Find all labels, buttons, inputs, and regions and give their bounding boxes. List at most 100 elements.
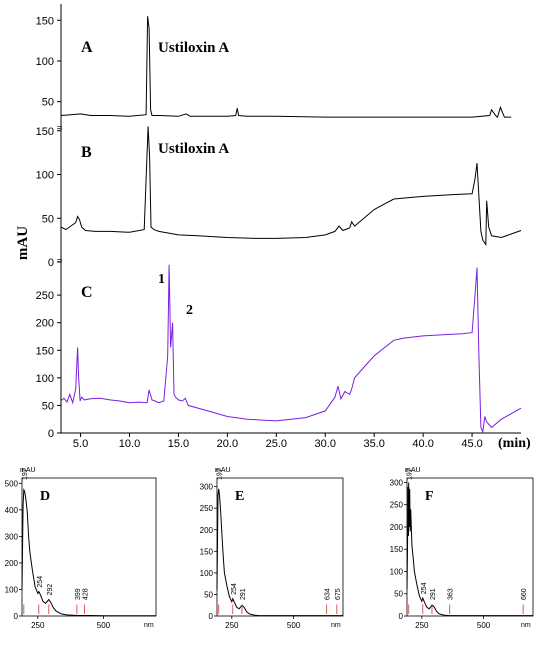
x-tick-label: 40.0 — [412, 438, 433, 450]
panel-c-trace — [60, 264, 522, 434]
panel-f-x-tick-label: 500 — [477, 621, 491, 630]
panel-f-y-tick-label: 200 — [390, 523, 404, 532]
panel-a-trace — [60, 16, 512, 118]
panel-c-y-ticks: 0 50 100 150 200 250 — [36, 290, 61, 440]
x-tick-label: 45.0 — [461, 438, 482, 450]
panel-f-peak-label: 660 — [521, 588, 528, 600]
panel-d-y-unit: mAU — [20, 467, 36, 474]
panel-d-x-unit: nm — [144, 622, 154, 629]
panel-d-peak-label: 254 — [37, 576, 44, 588]
panel-e-x-unit: nm — [331, 622, 341, 629]
panel-a-y-tick-label: 50 — [42, 97, 54, 109]
panel-f-y-tick-label: 250 — [390, 501, 404, 510]
panel-d-label: D — [40, 489, 50, 504]
panel-a: 50 100 150 A Ustiloxin A — [36, 15, 512, 118]
peak-label-2: 2 — [186, 303, 193, 318]
chromatogram-x-ticks: 5.0 10.0 15.0 20.0 25.0 30.0 35.0 40.0 45.0 — [73, 433, 483, 450]
panel-a-y-ticks: 50 100 150 — [36, 15, 61, 109]
panel-d-y-tick-label: 400 — [5, 506, 19, 515]
panel-f-peak-label: 291 — [430, 588, 437, 600]
spectrum-panel-e: mAU nm 0 50 100 150 200 250 300 250 500 197 254 291 63… — [200, 467, 344, 630]
panel-d-peak-label: 428 — [83, 588, 90, 600]
panel-e-peak-label: 197 — [217, 468, 224, 480]
panel-e-peak-label: 634 — [325, 588, 332, 600]
panel-f-y-tick-label: 50 — [394, 590, 403, 599]
panel-e-y-tick-label: 200 — [200, 526, 214, 535]
panel-e-peak-label: 291 — [240, 588, 247, 600]
panel-d-peak-label: 292 — [47, 584, 54, 596]
panel-a-annotation: Ustiloxin A — [158, 40, 229, 56]
panel-c-y-tick-label: 50 — [42, 400, 54, 412]
panel-e-y-unit: mAU — [215, 467, 231, 474]
panel-c-y-tick-label: 100 — [36, 373, 54, 385]
peak-label-1: 1 — [158, 272, 165, 287]
panel-a-y-tick-label: 150 — [36, 15, 54, 27]
x-tick-label: 5.0 — [73, 438, 88, 450]
panel-b-y-tick-label: 100 — [36, 170, 54, 182]
panel-e-x-tick-label: 250 — [225, 621, 239, 630]
x-tick-label: 25.0 — [266, 438, 287, 450]
panel-d-x-tick-label: 500 — [97, 621, 111, 630]
panel-f-label: F — [425, 489, 434, 504]
x-tick-label: 15.0 — [168, 438, 189, 450]
panel-e-label: E — [235, 489, 244, 504]
panel-b-annotation: Ustiloxin A — [158, 141, 229, 157]
panel-f-y-tick-label: 150 — [390, 545, 404, 554]
panel-f-y-unit: mAU — [405, 467, 421, 474]
panel-f-spectrum-trace — [406, 482, 533, 617]
x-tick-label: 10.0 — [119, 438, 140, 450]
panel-f-x-unit: nm — [521, 622, 531, 629]
panel-c-y-tick-label: 0 — [48, 428, 54, 440]
panel-d-peak-label: 399 — [75, 588, 82, 600]
panel-d-y-tick-label: 500 — [5, 479, 19, 488]
panel-b: 0 50 100 150 B Ustiloxin A — [36, 126, 522, 269]
panel-f-y-tick-label: 300 — [390, 478, 404, 487]
panel-e-y-tick-label: 250 — [200, 504, 214, 513]
panel-d-y-tick-label: 200 — [5, 559, 19, 568]
panel-b-y-tick-label: 150 — [36, 126, 54, 138]
panel-e-x-tick-label: 500 — [287, 621, 301, 630]
panel-e-y-tick-label: 300 — [200, 483, 214, 492]
x-tick-label: 20.0 — [217, 438, 238, 450]
panel-e-y-tick-label: 100 — [200, 569, 214, 578]
panel-e-spectrum-trace — [216, 488, 343, 617]
panel-d-y-tick-label: 100 — [5, 585, 19, 594]
panel-e-peak-label: 675 — [335, 588, 342, 600]
panel-d-peak-label: 197 — [22, 468, 29, 480]
spectrum-panel-f: mAU nm 0 50 100 150 200 250 300 250 500 197 254 291 36… — [390, 467, 534, 630]
panel-f-peak-label: 363 — [448, 588, 455, 600]
y-axis-title: mAU — [15, 226, 31, 260]
axis-break-2: ≈ — [57, 256, 63, 267]
panel-d-y-tick-label: 300 — [5, 532, 19, 541]
panel-f-x-tick-label: 250 — [415, 621, 429, 630]
panel-a-label: A — [81, 39, 93, 56]
panel-a-y-tick-label: 100 — [36, 56, 54, 68]
panel-b-label: B — [81, 144, 92, 161]
panel-f-y-tick-label: 0 — [399, 612, 404, 621]
panel-c-y-tick-label: 200 — [36, 318, 54, 330]
panel-b-y-tick-label: 50 — [42, 213, 54, 225]
x-tick-label: 30.0 — [315, 438, 336, 450]
panel-d-x-tick-label: 250 — [31, 621, 45, 630]
panel-c-label: C — [81, 284, 93, 301]
panel-f-y-tick-label: 100 — [390, 567, 404, 576]
panel-c: 0 50 100 150 200 250 C 1 2 — [36, 264, 522, 440]
x-tick-label: 35.0 — [363, 438, 384, 450]
panel-d-y-tick-label: 0 — [14, 612, 19, 621]
panel-d-spectrum-trace — [21, 488, 156, 617]
axis-break-1: ≈ — [57, 123, 63, 134]
panel-c-y-tick-label: 150 — [36, 345, 54, 357]
panel-f-peak-label: 197 — [407, 468, 414, 480]
panel-e-y-tick-label: 0 — [209, 612, 214, 621]
panel-e-y-tick-label: 150 — [200, 547, 214, 556]
panel-b-y-ticks: 0 50 100 150 — [36, 126, 61, 269]
panel-c-y-tick-label: 250 — [36, 290, 54, 302]
panel-b-y-tick-label: 0 — [48, 257, 54, 269]
panel-e-peak-label: 254 — [231, 583, 238, 595]
panel-b-trace — [60, 126, 522, 247]
x-axis-unit: (min) — [498, 436, 531, 451]
panel-f-peak-label: 254 — [421, 582, 428, 594]
